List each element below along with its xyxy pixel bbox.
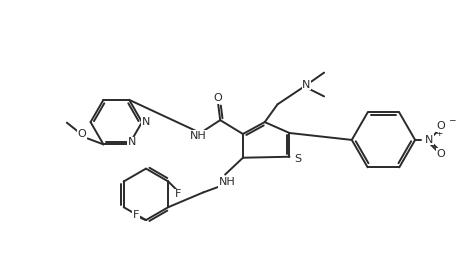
Text: N: N <box>425 135 433 145</box>
Text: NH: NH <box>190 131 207 141</box>
Text: O: O <box>214 93 223 103</box>
Text: −: − <box>448 116 455 125</box>
Text: S: S <box>294 154 301 164</box>
Text: O: O <box>77 129 86 139</box>
Text: F: F <box>175 189 181 199</box>
Text: N: N <box>302 79 310 89</box>
Text: +: + <box>435 129 442 139</box>
Text: NH: NH <box>219 177 236 187</box>
Text: O: O <box>436 149 445 159</box>
Text: F: F <box>133 210 139 220</box>
Text: N: N <box>142 117 150 127</box>
Text: O: O <box>436 121 445 131</box>
Text: N: N <box>128 137 136 147</box>
